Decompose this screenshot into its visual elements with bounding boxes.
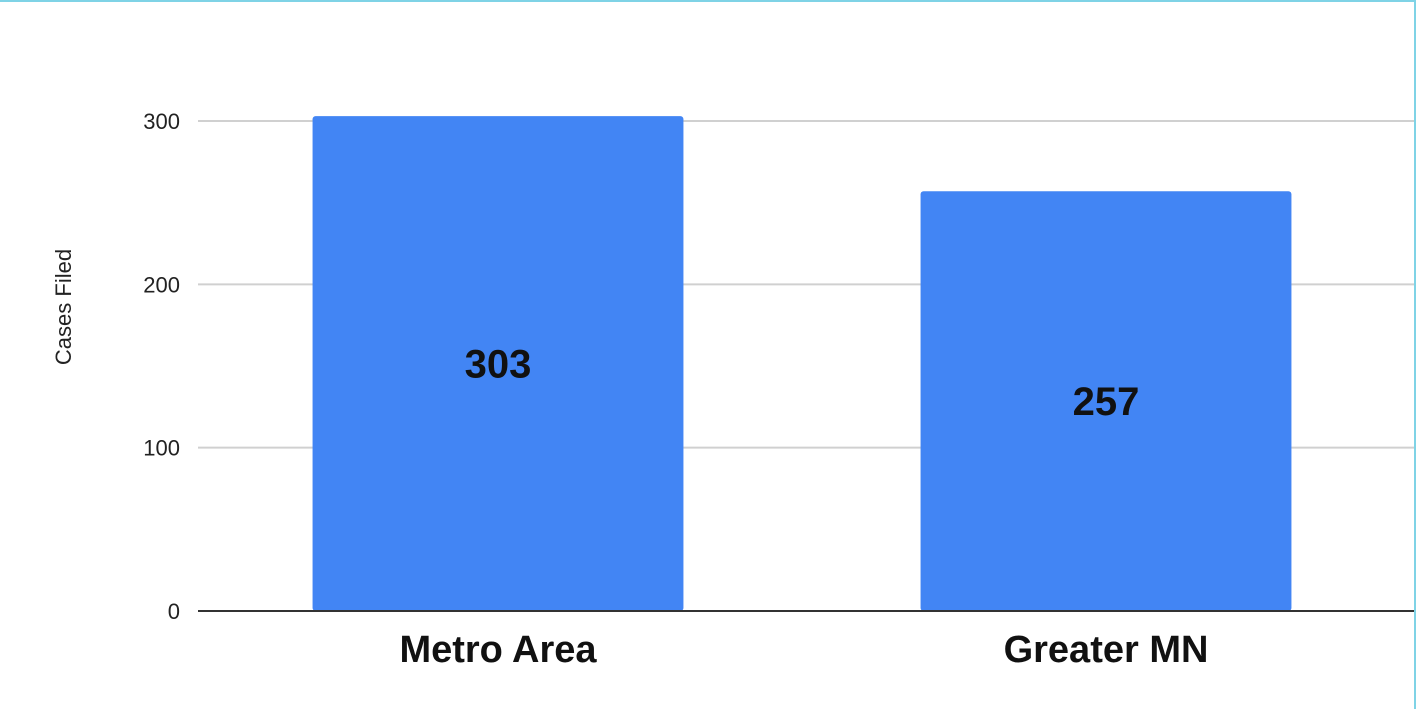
y-tick-label-200: 200 — [143, 272, 180, 297]
x-axis-categories: Metro Area Greater MN — [399, 629, 1208, 671]
y-axis-ticks: 0 100 200 300 — [143, 109, 180, 624]
data-label-metro-area: 303 — [465, 343, 532, 387]
y-axis-title: Cases Filed — [51, 249, 76, 365]
bar-metro-area — [312, 116, 684, 611]
bars — [312, 116, 1292, 611]
y-tick-label-0: 0 — [168, 599, 180, 624]
y-tick-label-100: 100 — [143, 436, 180, 461]
x-category-label-metro-area: Metro Area — [399, 629, 597, 671]
x-category-label-greater-mn: Greater MN — [1004, 629, 1209, 671]
data-labels: 303 257 — [465, 343, 1140, 425]
y-tick-label-300: 300 — [143, 109, 180, 134]
data-label-greater-mn: 257 — [1073, 380, 1140, 424]
bar-greater-mn — [920, 191, 1292, 611]
